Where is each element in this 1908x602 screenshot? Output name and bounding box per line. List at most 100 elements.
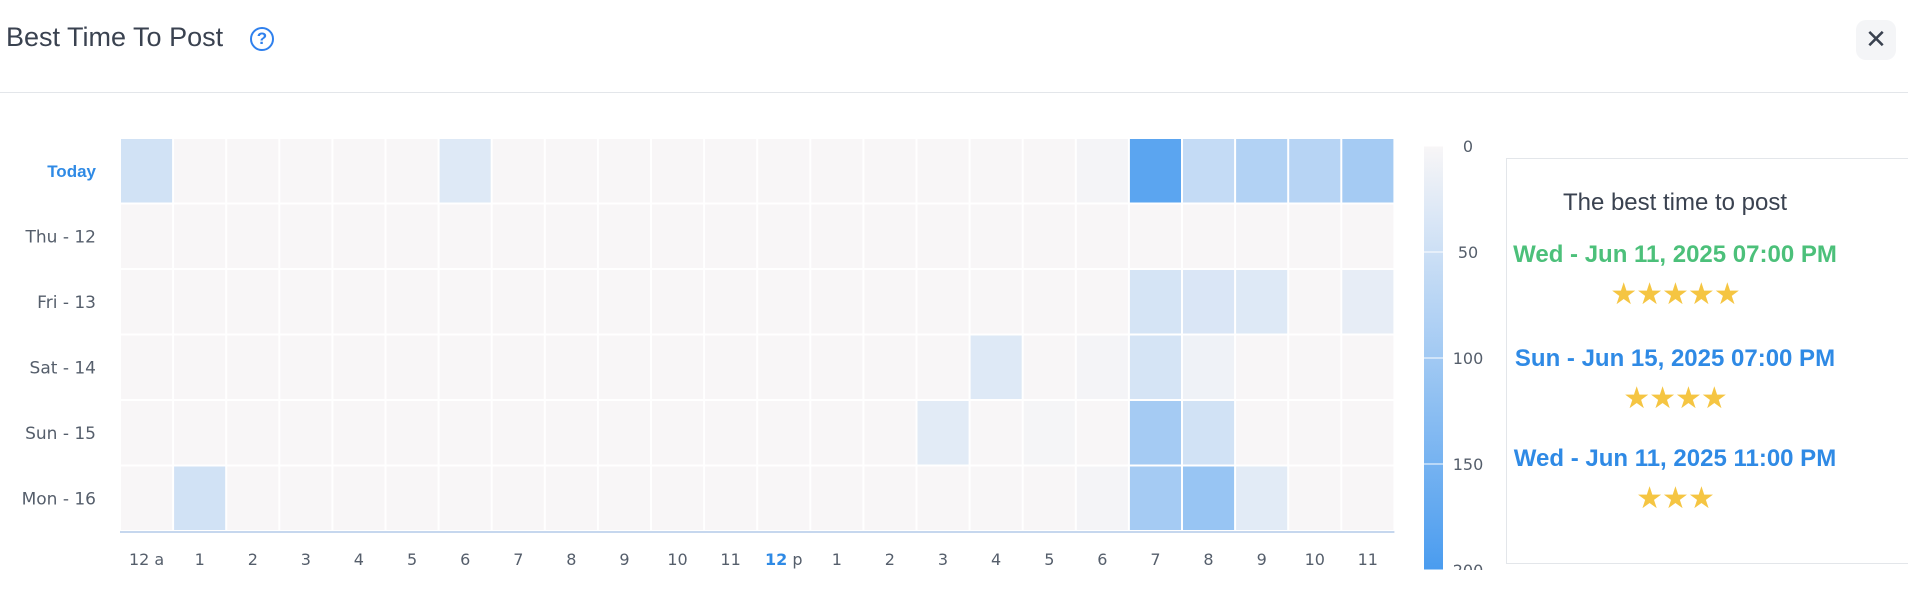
heatmap-cell[interactable] xyxy=(174,204,226,269)
heatmap-cell[interactable] xyxy=(864,204,916,269)
heatmap-cell[interactable] xyxy=(864,139,916,203)
heatmap-cell[interactable] xyxy=(1289,204,1341,269)
heatmap-cell[interactable] xyxy=(652,401,704,465)
heatmap-cell[interactable] xyxy=(1023,466,1075,531)
heatmap-cell[interactable] xyxy=(174,401,226,465)
heatmap-cell[interactable] xyxy=(652,204,704,269)
heatmap-cell[interactable] xyxy=(1342,335,1394,400)
heatmap-cell[interactable] xyxy=(545,335,597,400)
heatmap-cell[interactable] xyxy=(598,270,650,334)
heatmap-cell[interactable] xyxy=(917,139,969,203)
heatmap-cell[interactable] xyxy=(1289,139,1341,203)
heatmap-cell[interactable] xyxy=(917,401,969,465)
heatmap-cell[interactable] xyxy=(121,270,173,334)
heatmap-cell[interactable] xyxy=(598,401,650,465)
heatmap-cell[interactable] xyxy=(811,139,863,203)
heatmap-cell[interactable] xyxy=(598,466,650,531)
heatmap-cell[interactable] xyxy=(705,401,757,465)
heatmap-cell[interactable] xyxy=(227,139,279,203)
heatmap-cell[interactable] xyxy=(121,401,173,465)
heatmap-cell[interactable] xyxy=(864,466,916,531)
heatmap-cell[interactable] xyxy=(439,401,491,465)
heatmap-cell[interactable] xyxy=(280,466,332,531)
heatmap-cell[interactable] xyxy=(1236,270,1288,334)
heatmap-cell[interactable] xyxy=(864,270,916,334)
heatmap-cell[interactable] xyxy=(492,401,544,465)
heatmap-cell[interactable] xyxy=(545,204,597,269)
heatmap-cell[interactable] xyxy=(1289,466,1341,531)
heatmap-cell[interactable] xyxy=(1023,204,1075,269)
heatmap-cell[interactable] xyxy=(758,204,810,269)
heatmap-cell[interactable] xyxy=(758,139,810,203)
close-icon[interactable]: ✕ xyxy=(1856,20,1896,60)
heatmap-cell[interactable] xyxy=(492,139,544,203)
heatmap-cell[interactable] xyxy=(439,335,491,400)
heatmap-cell[interactable] xyxy=(1289,270,1341,334)
heatmap-cell[interactable] xyxy=(811,204,863,269)
heatmap-cell[interactable] xyxy=(1342,139,1394,203)
heatmap-cell[interactable] xyxy=(1129,466,1181,531)
heatmap-cell[interactable] xyxy=(758,335,810,400)
heatmap-cell[interactable] xyxy=(970,401,1022,465)
heatmap-cell[interactable] xyxy=(492,204,544,269)
heatmap-cell[interactable] xyxy=(1236,466,1288,531)
heatmap-cell[interactable] xyxy=(811,401,863,465)
heatmap-cell[interactable] xyxy=(280,401,332,465)
heatmap-cell[interactable] xyxy=(652,270,704,334)
heatmap-cell[interactable] xyxy=(598,335,650,400)
heatmap-cell[interactable] xyxy=(1076,401,1128,465)
heatmap-cell[interactable] xyxy=(970,139,1022,203)
heatmap-cell[interactable] xyxy=(545,270,597,334)
heatmap-cell[interactable] xyxy=(1129,270,1181,334)
heatmap-cell[interactable] xyxy=(1023,335,1075,400)
heatmap-cell[interactable] xyxy=(439,139,491,203)
heatmap-cell[interactable] xyxy=(492,466,544,531)
heatmap-cell[interactable] xyxy=(174,335,226,400)
heatmap-cell[interactable] xyxy=(1236,401,1288,465)
heatmap-cell[interactable] xyxy=(970,335,1022,400)
heatmap-cell[interactable] xyxy=(705,204,757,269)
heatmap-cell[interactable] xyxy=(280,270,332,334)
heatmap-cell[interactable] xyxy=(1342,401,1394,465)
heatmap-cell[interactable] xyxy=(280,335,332,400)
heatmap-cell[interactable] xyxy=(917,270,969,334)
heatmap-cell[interactable] xyxy=(652,466,704,531)
heatmap-cell[interactable] xyxy=(386,466,438,531)
heatmap-cell[interactable] xyxy=(1023,401,1075,465)
heatmap-cell[interactable] xyxy=(333,466,385,531)
heatmap-cell[interactable] xyxy=(811,335,863,400)
heatmap-cell[interactable] xyxy=(970,204,1022,269)
heatmap-cell[interactable] xyxy=(1076,204,1128,269)
heatmap-cell[interactable] xyxy=(227,335,279,400)
heatmap-cell[interactable] xyxy=(917,466,969,531)
heatmap-cell[interactable] xyxy=(917,335,969,400)
heatmap-cell[interactable] xyxy=(1342,466,1394,531)
heatmap-cell[interactable] xyxy=(227,401,279,465)
heatmap-cell[interactable] xyxy=(1236,335,1288,400)
heatmap-cell[interactable] xyxy=(705,270,757,334)
heatmap-cell[interactable] xyxy=(758,270,810,334)
heatmap-cell[interactable] xyxy=(758,401,810,465)
heatmap-cell[interactable] xyxy=(1183,204,1235,269)
heatmap-cell[interactable] xyxy=(970,270,1022,334)
heatmap-cell[interactable] xyxy=(598,139,650,203)
heatmap-cell[interactable] xyxy=(333,335,385,400)
heatmap-cell[interactable] xyxy=(545,401,597,465)
heatmap-cell[interactable] xyxy=(1183,335,1235,400)
heatmap-cell[interactable] xyxy=(545,139,597,203)
heatmap-cell[interactable] xyxy=(1129,204,1181,269)
heatmap-cell[interactable] xyxy=(705,466,757,531)
heatmap-cell[interactable] xyxy=(1183,270,1235,334)
heatmap-cell[interactable] xyxy=(545,466,597,531)
heatmap-cell[interactable] xyxy=(864,335,916,400)
heatmap-cell[interactable] xyxy=(227,466,279,531)
heatmap-cell[interactable] xyxy=(1129,335,1181,400)
heatmap-cell[interactable] xyxy=(705,139,757,203)
heatmap-cell[interactable] xyxy=(121,335,173,400)
heatmap-cell[interactable] xyxy=(227,204,279,269)
heatmap-cell[interactable] xyxy=(1183,401,1235,465)
heatmap-cell[interactable] xyxy=(652,335,704,400)
heatmap-cell[interactable] xyxy=(333,270,385,334)
heatmap-cell[interactable] xyxy=(1076,466,1128,531)
heatmap-cell[interactable] xyxy=(439,204,491,269)
